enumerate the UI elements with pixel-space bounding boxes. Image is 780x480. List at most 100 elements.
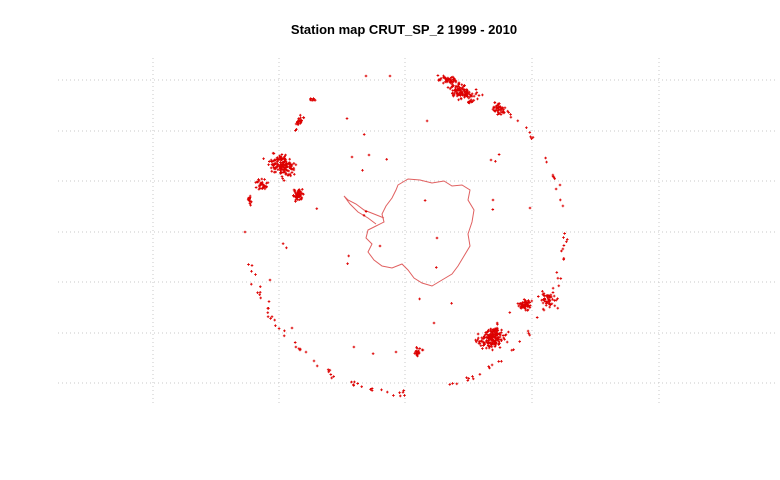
station-marker xyxy=(298,198,301,201)
station-marker xyxy=(490,363,494,367)
station-marker xyxy=(551,175,555,178)
station-marker xyxy=(399,394,402,398)
station-marker xyxy=(450,302,453,305)
station-marker xyxy=(280,153,284,156)
station-marker xyxy=(261,183,265,186)
station-marker xyxy=(459,89,463,93)
station-marker xyxy=(398,391,401,394)
station-marker xyxy=(282,179,286,182)
station-marker xyxy=(299,122,302,125)
station-marker xyxy=(300,192,304,196)
station-marker xyxy=(531,136,535,139)
station-marker xyxy=(255,180,259,183)
station-marker xyxy=(418,297,421,301)
station-marker xyxy=(525,126,528,129)
station-marker xyxy=(563,232,566,235)
station-marker xyxy=(296,121,300,125)
station-marker xyxy=(522,298,526,301)
station-marker xyxy=(329,373,333,376)
station-marker xyxy=(437,79,441,82)
station-marker xyxy=(465,90,469,93)
station-marker xyxy=(544,156,547,160)
station-marker xyxy=(362,133,366,136)
station-marker xyxy=(457,93,460,97)
station-marker xyxy=(360,385,363,388)
station-marker xyxy=(283,170,287,174)
station-marker xyxy=(551,298,554,301)
station-marker xyxy=(499,110,503,114)
station-marker xyxy=(455,89,459,92)
station-marker xyxy=(466,379,470,382)
station-marker xyxy=(492,105,496,109)
station-marker xyxy=(284,173,288,176)
station-marker xyxy=(488,366,491,370)
station-marker xyxy=(492,109,496,112)
station-marker xyxy=(510,348,514,352)
station-marker xyxy=(263,178,266,181)
station-marker xyxy=(500,360,503,363)
station-marker xyxy=(483,333,487,337)
station-marker xyxy=(498,102,501,105)
station-marker xyxy=(491,198,495,202)
station-marker xyxy=(562,244,566,247)
station-marker xyxy=(280,165,283,169)
station-marker xyxy=(250,282,253,286)
station-marker xyxy=(501,106,504,109)
station-marker xyxy=(278,154,281,158)
station-marker xyxy=(448,383,452,386)
station-marker xyxy=(493,101,497,104)
station-marker xyxy=(417,351,420,355)
station-marker xyxy=(562,258,565,261)
station-marker xyxy=(485,339,488,342)
station-marker xyxy=(454,86,457,89)
station-marker xyxy=(551,291,555,294)
station-marker xyxy=(446,86,450,89)
grid-lines xyxy=(58,58,778,405)
station-marker xyxy=(504,333,508,336)
station-marker xyxy=(292,195,296,198)
station-marker xyxy=(250,270,253,273)
station-marker xyxy=(254,273,257,276)
station-marker xyxy=(294,163,298,167)
station-marker xyxy=(541,290,544,293)
station-marker xyxy=(350,380,353,384)
station-marker xyxy=(275,165,278,168)
station-marker xyxy=(276,158,279,161)
station-marker xyxy=(451,92,454,95)
station-marker xyxy=(350,155,354,159)
station-marker xyxy=(488,345,491,348)
station-marker xyxy=(556,297,559,300)
station-marker xyxy=(491,341,494,345)
station-marker xyxy=(445,80,449,83)
station-marker xyxy=(352,383,355,386)
station-marker xyxy=(554,298,558,302)
station-marker xyxy=(451,75,455,79)
station-marker xyxy=(326,368,330,371)
station-marker xyxy=(442,74,445,78)
station-marker xyxy=(540,298,543,302)
station-marker xyxy=(258,293,261,296)
station-marker xyxy=(553,177,556,180)
station-marker xyxy=(502,108,505,111)
station-marker xyxy=(247,263,250,266)
station-marker xyxy=(261,187,264,190)
station-marker xyxy=(294,345,298,349)
station-marker xyxy=(502,336,505,340)
station-marker xyxy=(512,348,515,351)
station-marker xyxy=(415,347,419,350)
station-marker xyxy=(254,186,258,189)
station-marker xyxy=(496,113,499,116)
station-marker xyxy=(489,158,493,162)
station-marker xyxy=(461,85,465,89)
station-marker xyxy=(287,169,291,173)
station-marker xyxy=(248,200,252,203)
station-marker xyxy=(497,153,501,156)
station-marker xyxy=(517,304,521,308)
station-marker xyxy=(283,164,286,167)
station-marker xyxy=(546,296,549,299)
station-marker xyxy=(548,302,552,306)
station-marker xyxy=(499,338,503,341)
station-marker xyxy=(315,207,319,210)
station-marker xyxy=(274,324,277,327)
station-marker xyxy=(554,187,558,191)
